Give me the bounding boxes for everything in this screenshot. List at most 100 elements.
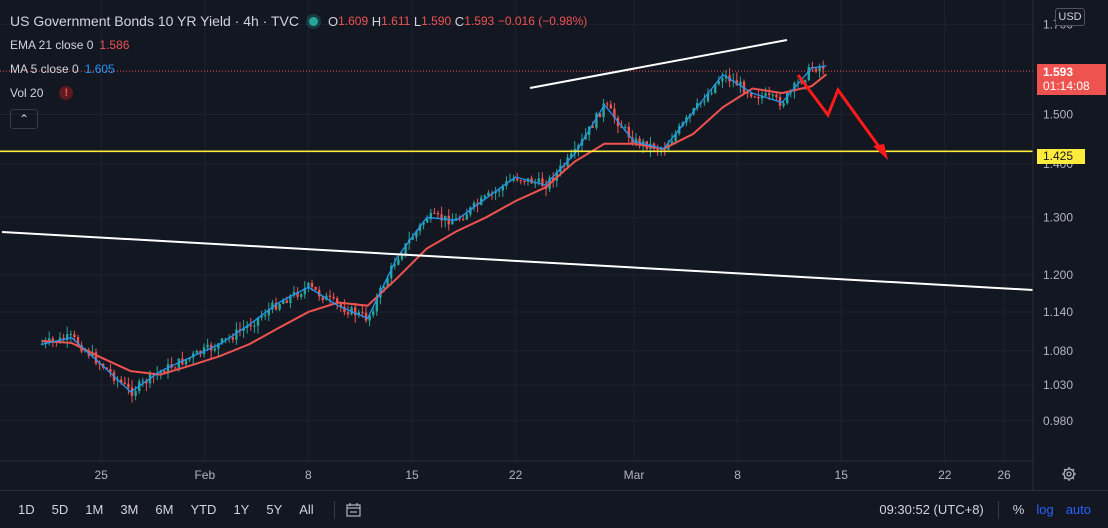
timeframe-5y[interactable]: 5Y — [266, 502, 283, 517]
collapse-legend-button[interactable]: ⌃ — [10, 109, 38, 129]
currency-button[interactable]: USD — [1055, 8, 1085, 26]
candle-body — [375, 297, 378, 312]
candle-body — [426, 219, 429, 223]
tf-divider — [333, 500, 335, 519]
time-axis[interactable]: 25 Feb 8 15 22 Mar 8 15 22 26 — [95, 468, 1011, 482]
x-tick-label: 22 — [509, 468, 523, 482]
candle-body — [260, 315, 263, 318]
x-tick-label: 22 — [938, 468, 952, 482]
auto-toggle[interactable]: auto — [1065, 502, 1091, 517]
candle-body — [775, 94, 778, 97]
candle-body — [703, 101, 706, 103]
candle-body — [123, 382, 126, 384]
candle-body — [483, 195, 486, 198]
candle-body — [127, 383, 130, 388]
drawings-layer[interactable] — [0, 39, 1034, 291]
candle-body — [163, 370, 166, 374]
candle-body — [472, 202, 476, 208]
candle-body — [814, 68, 818, 72]
candle-body — [69, 334, 72, 336]
candle-body — [66, 334, 69, 341]
timeframe-1d[interactable]: 1D — [18, 502, 35, 517]
timeframe-all[interactable]: All — [299, 502, 314, 517]
candle-body — [631, 137, 634, 145]
candle-body — [411, 237, 414, 240]
x-tick-label: 15 — [405, 468, 419, 482]
candle-body — [73, 334, 76, 338]
candle-body — [462, 219, 465, 221]
candle-body — [487, 192, 490, 196]
candle-body — [807, 66, 810, 81]
timeframe-3m[interactable]: 3M — [120, 502, 139, 517]
candle-body — [498, 190, 501, 192]
candle-body — [274, 302, 278, 310]
bar-countdown: 01:14:08 — [1043, 79, 1090, 93]
price-axis[interactable]: 1.7001.5001.4001.3001.2001.1401.0801.030… — [1043, 17, 1073, 427]
candle-body — [361, 312, 364, 314]
candle-body — [516, 178, 519, 181]
candle-body — [195, 350, 198, 354]
candle-body — [285, 300, 288, 303]
chart-legend: US Government Bonds 10 YR Yield · 4h · T… — [10, 9, 587, 129]
x-tick-label: 25 — [95, 468, 109, 482]
close-label: C — [454, 13, 465, 29]
candle-body — [782, 103, 785, 106]
vol-legend-row[interactable]: Vol 20 ! — [10, 81, 587, 105]
y-tick-label: 0.980 — [1043, 414, 1073, 428]
log-toggle[interactable]: log — [1036, 502, 1054, 517]
candle-body — [656, 148, 659, 150]
percent-toggle[interactable]: % — [1012, 502, 1025, 517]
level-price-tag: 1.425 — [1037, 149, 1085, 164]
candle-body — [278, 303, 281, 310]
timeframe-ytd[interactable]: YTD — [190, 502, 217, 517]
timeframe-5d[interactable]: 5D — [51, 502, 69, 517]
candle-body — [141, 380, 144, 382]
candle-body — [346, 312, 350, 315]
chart-grid — [0, 0, 1033, 461]
timeframe-6m[interactable]: 6M — [155, 502, 174, 517]
warning-icon[interactable]: ! — [59, 86, 74, 100]
timeframe-1m[interactable]: 1M — [85, 502, 104, 517]
upper-trendline — [529, 39, 788, 89]
candle-body — [418, 224, 422, 232]
candle-body — [404, 243, 407, 255]
candle-body — [267, 309, 270, 316]
calendar-range-icon[interactable] — [345, 502, 363, 518]
gear-icon[interactable] — [1061, 466, 1077, 482]
candle-body — [714, 84, 717, 93]
candle-body — [400, 254, 404, 260]
candle-body — [166, 364, 170, 374]
candle-body — [289, 295, 292, 303]
candle-body — [300, 294, 303, 297]
candle-body — [336, 298, 339, 304]
candle-body — [217, 343, 220, 349]
candle-body — [393, 264, 396, 267]
candle-body — [84, 350, 87, 352]
low-value: 1.590 — [421, 14, 452, 28]
candle-body — [357, 312, 360, 316]
candle-body — [609, 104, 612, 109]
projection-arrow-path — [796, 74, 887, 156]
chart-canvas[interactable]: 1.7001.5001.4001.3001.2001.1401.0801.030… — [0, 0, 1108, 490]
candle-body — [804, 80, 807, 84]
x-tick-label: Mar — [624, 468, 645, 482]
candle-body — [249, 325, 252, 327]
timeframe-1y[interactable]: 1Y — [233, 502, 250, 517]
candle-body — [264, 315, 267, 317]
ma-name: MA 5 close 0 — [10, 62, 79, 76]
ma-legend-row[interactable]: MA 5 close 0 1.605 — [10, 57, 587, 81]
clock[interactable]: 09:30:52 (UTC+8) — [879, 502, 984, 517]
lower-trendline — [1, 231, 1034, 291]
ema-legend-row[interactable]: EMA 21 close 0 1.586 — [10, 33, 587, 57]
candle-body — [721, 78, 724, 82]
candle-body — [822, 66, 825, 69]
candle-body — [444, 215, 447, 221]
candle-body — [451, 220, 454, 225]
symbol-title[interactable]: US Government Bonds 10 YR Yield · 4h · T… — [10, 13, 299, 29]
low-label: L — [413, 13, 422, 29]
candle-body — [271, 302, 274, 310]
candle-body — [105, 367, 108, 370]
candle-body — [537, 178, 540, 183]
candle-body — [523, 180, 526, 182]
candle-body — [696, 102, 699, 109]
